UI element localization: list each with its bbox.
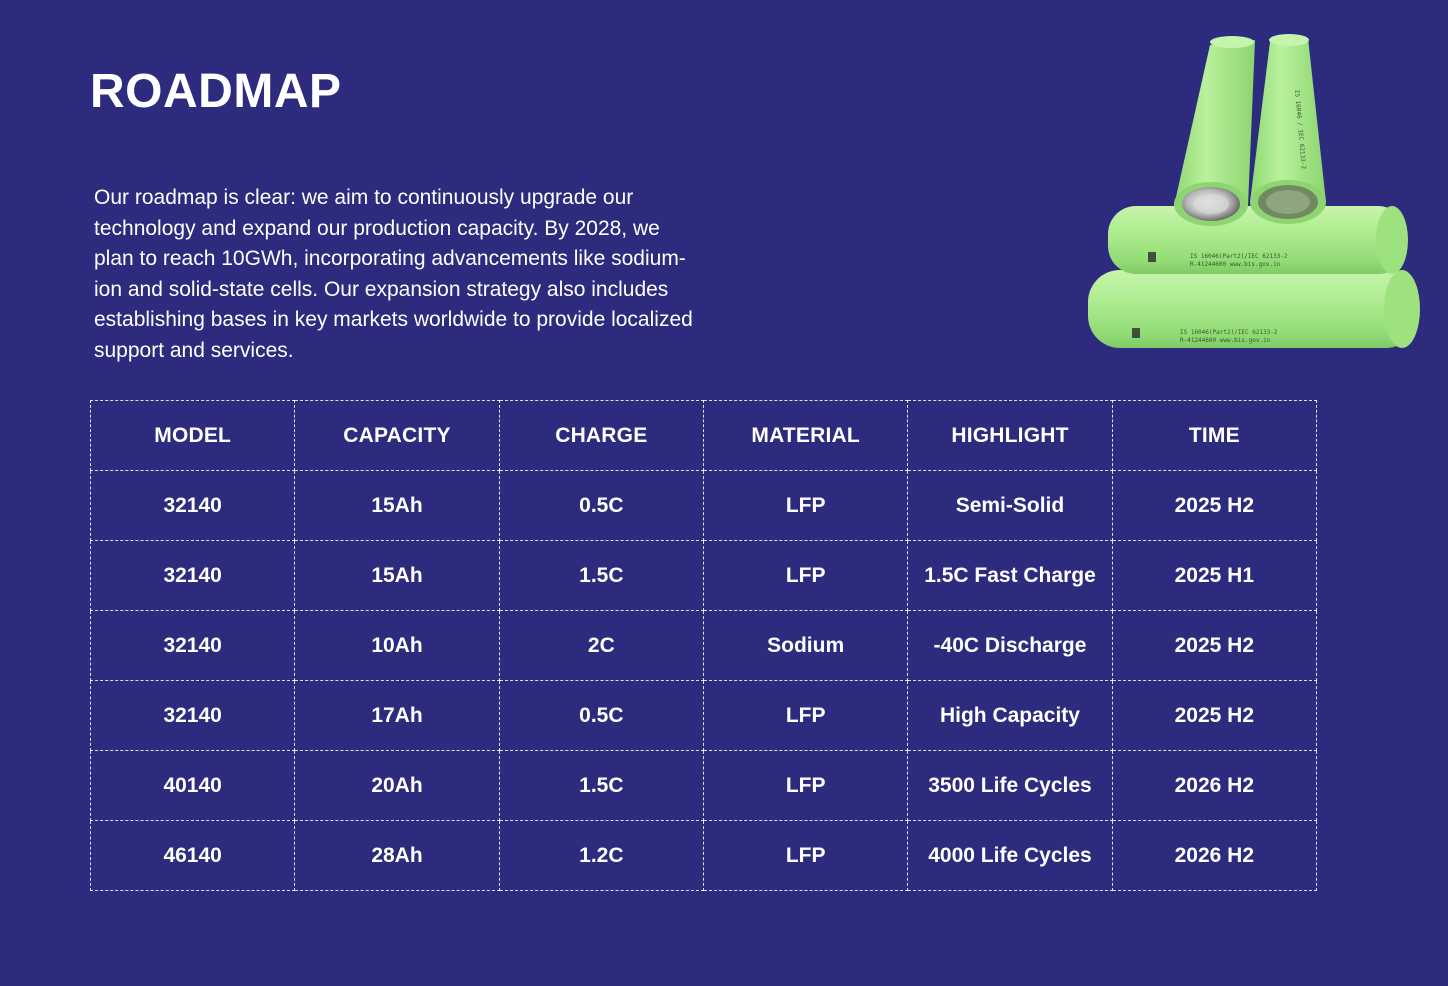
battery-cell-middle: IS 16046(Part2)/IEC 62133-2 R-41244600 w…	[1108, 206, 1408, 274]
column-header-capacity: CAPACITY	[294, 400, 500, 471]
cell-material: LFP	[702, 820, 909, 891]
cell-material: LFP	[702, 680, 909, 751]
cell-highlight: Semi-Solid	[907, 470, 1113, 541]
cell-time: 2025 H1	[1111, 540, 1318, 611]
battery-cell-standing-right: IS 16046 / IEC 62133-2	[1250, 34, 1326, 224]
battery-cells-icon: IS 16046(Part2)/IEC 62133-2 R-41244600 w…	[1088, 34, 1420, 348]
cell-charge: 1.5C	[498, 750, 704, 821]
svg-text:R-41244600 www.bis.gov.in: R-41244600 www.bis.gov.in	[1180, 337, 1271, 344]
table-row: 32140 15Ah 1.5C LFP 1.5C Fast Charge 202…	[89, 540, 1318, 611]
cell-time: 2025 H2	[1111, 680, 1318, 751]
cell-material: LFP	[702, 470, 909, 541]
cell-time: 2026 H2	[1111, 820, 1318, 891]
battery-cell-standing-left	[1174, 36, 1255, 226]
cell-charge: 1.5C	[498, 540, 704, 611]
svg-text:IS 16046(Part2)/IEC 62133-2: IS 16046(Part2)/IEC 62133-2	[1180, 329, 1278, 336]
cell-material: Sodium	[702, 610, 909, 681]
cell-capacity: 10Ah	[294, 610, 500, 681]
cell-material: LFP	[702, 540, 909, 611]
cell-model: 32140	[89, 540, 296, 611]
cell-highlight: 3500 Life Cycles	[907, 750, 1113, 821]
table-row: 32140 17Ah 0.5C LFP High Capacity 2025 H…	[89, 680, 1318, 751]
cell-capacity: 20Ah	[294, 750, 500, 821]
cell-highlight: 4000 Life Cycles	[907, 820, 1113, 891]
cell-material: LFP	[702, 750, 909, 821]
column-header-highlight: HIGHLIGHT	[907, 400, 1113, 471]
battery-cell-bottom: IS 16046(Part2)/IEC 62133-2 R-41244600 w…	[1088, 270, 1420, 348]
cell-charge: 0.5C	[498, 680, 704, 751]
column-header-material: MATERIAL	[702, 400, 909, 471]
cell-model: 32140	[89, 470, 296, 541]
cell-time: 2025 H2	[1111, 610, 1318, 681]
svg-text:IS 16046(Part2)/IEC 62133-2: IS 16046(Part2)/IEC 62133-2	[1190, 253, 1288, 260]
battery-cells-image: IS 16046(Part2)/IEC 62133-2 R-41244600 w…	[1080, 30, 1430, 360]
column-header-model: MODEL	[89, 400, 296, 471]
cell-charge: 2C	[498, 610, 704, 681]
cell-capacity: 15Ah	[294, 540, 500, 611]
svg-text:R-41244600 www.bis.gov.in: R-41244600 www.bis.gov.in	[1190, 261, 1281, 268]
cell-capacity: 15Ah	[294, 470, 500, 541]
cell-model: 40140	[89, 750, 296, 821]
table-row: 46140 28Ah 1.2C LFP 4000 Life Cycles 202…	[89, 820, 1318, 891]
roadmap-table: MODEL CAPACITY CHARGE MATERIAL HIGHLIGHT…	[89, 400, 1318, 891]
intro-paragraph: Our roadmap is clear: we aim to continuo…	[94, 186, 693, 362]
cell-highlight: 1.5C Fast Charge	[907, 540, 1113, 611]
table-row: 40140 20Ah 1.5C LFP 3500 Life Cycles 202…	[89, 750, 1318, 821]
cell-model: 32140	[89, 680, 296, 751]
cell-charge: 0.5C	[498, 470, 704, 541]
cell-highlight: High Capacity	[907, 680, 1113, 751]
table-row: 32140 15Ah 0.5C LFP Semi-Solid 2025 H2	[89, 470, 1318, 541]
column-header-charge: CHARGE	[498, 400, 704, 471]
cell-time: 2026 H2	[1111, 750, 1318, 821]
cell-capacity: 28Ah	[294, 820, 500, 891]
cell-capacity: 17Ah	[294, 680, 500, 751]
cell-charge: 1.2C	[498, 820, 704, 891]
cell-model: 46140	[89, 820, 296, 891]
cell-time: 2025 H2	[1111, 470, 1318, 541]
table-row: 32140 10Ah 2C Sodium -40C Discharge 2025…	[89, 610, 1318, 681]
cell-highlight: -40C Discharge	[907, 610, 1113, 681]
page-title: ROADMAP	[90, 65, 342, 118]
table-header-row: MODEL CAPACITY CHARGE MATERIAL HIGHLIGHT…	[89, 400, 1318, 471]
column-header-time: TIME	[1111, 400, 1318, 471]
cell-model: 32140	[89, 610, 296, 681]
